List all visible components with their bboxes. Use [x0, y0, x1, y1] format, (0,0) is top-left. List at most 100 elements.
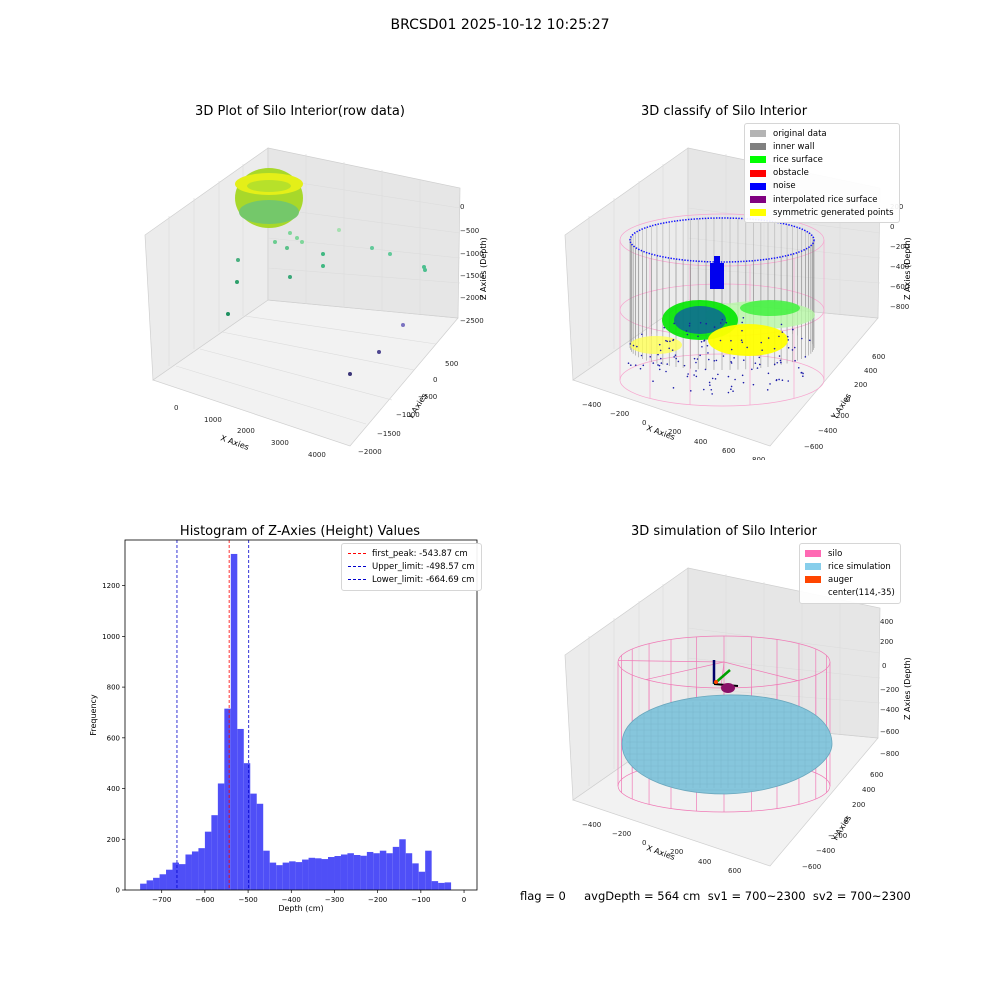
histogram-bar [269, 862, 277, 890]
y-tick: −200 [830, 412, 849, 420]
noise-dot [787, 339, 790, 341]
noise-dot [636, 345, 638, 348]
noise-dot [677, 360, 680, 363]
noise-dot [751, 368, 753, 371]
legend-item: auger [805, 573, 895, 586]
noise-dot [669, 340, 671, 343]
z-tick: −1000 [460, 250, 484, 258]
legend-item: Lower_limit: -664.69 cm [348, 573, 475, 586]
histogram-bar [405, 853, 413, 890]
simulation-3d-plot: 400 200 0 −200 −400 −600 −800 −400 −200 … [564, 567, 912, 875]
noise-dot [719, 322, 722, 324]
noise-dot [730, 360, 732, 363]
noise-dot [730, 339, 732, 342]
histogram-bar [159, 874, 167, 890]
noise-dot [629, 364, 632, 366]
noise-dot [741, 321, 743, 324]
noise-dot [652, 362, 655, 364]
noise-dot [742, 316, 745, 319]
z-tick: 400 [880, 618, 893, 626]
y-tick: −400 [818, 427, 837, 435]
noise-dot [734, 378, 736, 381]
z-tick: −1500 [460, 272, 484, 280]
data-point [226, 312, 230, 316]
histogram-bar [444, 882, 452, 890]
histogram-bar [217, 783, 225, 890]
noise-dot [695, 375, 698, 378]
legend-label: first_peak: -543.87 cm [372, 548, 468, 559]
x-tick: 1000 [204, 416, 222, 424]
noise-dot [657, 353, 659, 356]
legend-label: symmetric generated points [773, 207, 894, 218]
noise-dot [683, 364, 686, 367]
noise-dot [685, 330, 688, 332]
x-tick: 800 [752, 456, 765, 460]
x-tick: 400 [694, 438, 707, 446]
z-tick: −2000 [460, 294, 484, 302]
noise-dot [701, 345, 703, 348]
noise-dot [733, 357, 735, 359]
noise-dot [707, 352, 709, 354]
histogram-bar [386, 853, 393, 890]
plot-frame [124, 539, 478, 891]
noise-dot [660, 362, 663, 364]
x-tick-label: −600 [195, 896, 214, 904]
noise-dot [791, 349, 794, 351]
x-tick-label: −500 [238, 896, 257, 904]
legend-item: noise [750, 180, 894, 193]
noise-dot [705, 322, 707, 325]
data-point [401, 323, 405, 327]
noise-dot [801, 337, 803, 340]
histogram-bar [334, 856, 341, 890]
data-point [388, 252, 392, 256]
x-ticks: −700 −600 −500 −400 −300 −200 −100 0 [152, 890, 466, 904]
histogram-bar [243, 763, 251, 890]
noise-dot [673, 322, 675, 325]
noise-dot [781, 331, 784, 333]
x-tick: 400 [698, 858, 711, 866]
noise-dot [793, 346, 796, 349]
noise-dot [657, 364, 659, 366]
noise-dot [730, 385, 733, 388]
y-ticks: 0 200 400 600 800 1000 1200 [102, 582, 125, 895]
histogram-bar [399, 839, 406, 890]
y-tick: −200 [828, 832, 847, 840]
x-tick: 4000 [308, 451, 326, 459]
noise-dot [708, 381, 711, 384]
legend-label: original data [773, 128, 827, 139]
noise-dot [781, 379, 784, 382]
legend-swatch [750, 182, 766, 190]
x-tick: 0 [642, 419, 646, 427]
panel1-title: 3D Plot of Silo Interior(row data) [195, 104, 405, 119]
y-tick-label: 1200 [102, 582, 120, 590]
legend-label: Lower_limit: -664.69 cm [372, 574, 475, 585]
y-tick: 200 [854, 381, 867, 389]
noise-dot [702, 388, 705, 391]
noise-dot [696, 358, 699, 360]
noise-dot [659, 357, 662, 360]
y-tick-label: 400 [107, 785, 120, 793]
histogram-bar [295, 862, 303, 890]
noise-dot [711, 377, 714, 380]
data-point [273, 240, 277, 244]
legend-label: inner wall [773, 141, 815, 152]
y-tick: 600 [872, 353, 885, 361]
y-tick: 500 [445, 360, 458, 368]
noise-dot [773, 347, 776, 350]
histogram-bar [412, 863, 419, 890]
histogram-bar [392, 846, 400, 890]
legend-label: silo [828, 548, 843, 559]
y-tick-label: 200 [107, 836, 120, 844]
noise-dot [707, 358, 710, 361]
histogram-legend: first_peak: -543.87 cm Upper_limit: -498… [341, 543, 482, 591]
histogram-bar [379, 850, 387, 890]
noise-dot [704, 368, 707, 371]
y-tick: 0 [846, 396, 850, 404]
raw-point-cluster [235, 168, 303, 228]
noise-dot [778, 335, 780, 338]
histogram-bar [308, 857, 316, 890]
reference-lines [176, 540, 250, 890]
noise-dot [740, 339, 743, 342]
noise-dot [742, 359, 745, 362]
noise-dot [674, 354, 677, 356]
